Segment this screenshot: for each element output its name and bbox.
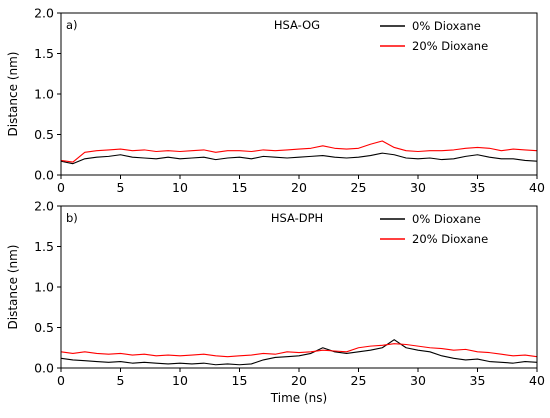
x-tick-label: 20 [291,180,307,195]
panel-title: HSA-DPH [271,211,323,225]
legend-label: 20% Dioxane [412,39,488,53]
y-tick-label: 0.5 [34,320,54,335]
x-tick-label: 15 [232,373,248,388]
x-tick-label: 30 [410,373,426,388]
y-tick-label: 2.0 [34,199,54,214]
axes-frame [60,205,538,369]
panel-a: 0 5 10 15 20 25 30 35 40 0.0 0.5 1.0 1.5 2.0 Distance … [6,6,545,196]
x-tick-label: 0 [57,180,65,195]
y-tick-label: 0.5 [34,127,54,142]
y-axis-label: Distance (nm) [6,245,20,330]
series-line-20pct-dioxane [60,343,538,358]
panel-label: b) [66,211,78,225]
x-tick-label: 15 [232,180,248,195]
x-tick-label: 10 [172,180,188,195]
x-tick-label: 35 [470,373,486,388]
x-tick-label: 0 [57,373,65,388]
x-tick-label: 30 [410,180,426,195]
panel-b: 0 5 10 15 20 25 30 35 40 0.0 0.5 1.0 1.5 2.0 Distance … [6,199,545,406]
x-tick-label: 35 [470,180,486,195]
series-line-20pct-dioxane [60,140,538,163]
y-tick-label: 1.5 [34,239,54,254]
panel-title: HSA-OG [274,18,320,32]
x-axis-label: Time (ns) [270,391,327,405]
x-tick-label: 25 [351,180,367,195]
panel-label: a) [66,18,78,32]
x-tick-label: 25 [351,373,367,388]
x-tick-label: 5 [117,180,125,195]
y-tick-label: 1.5 [34,46,54,61]
x-tick-label: 10 [172,373,188,388]
y-tick-label: 0.0 [34,168,54,183]
legend-label: 0% Dioxane [412,19,481,33]
y-tick-label: 2.0 [34,6,54,21]
series-line-0pct-dioxane [60,152,538,165]
legend-label: 0% Dioxane [412,212,481,226]
y-tick-label: 0.0 [34,361,54,376]
series-line-0pct-dioxane [60,339,538,366]
x-tick-label: 20 [291,373,307,388]
legend-label: 20% Dioxane [412,232,488,246]
x-tick-label: 5 [117,373,125,388]
y-tick-label: 1.0 [34,280,54,295]
y-tick-label: 1.0 [34,87,54,102]
x-tick-label: 40 [529,180,545,195]
y-axis-label: Distance (nm) [6,52,20,137]
x-tick-label: 40 [529,373,545,388]
